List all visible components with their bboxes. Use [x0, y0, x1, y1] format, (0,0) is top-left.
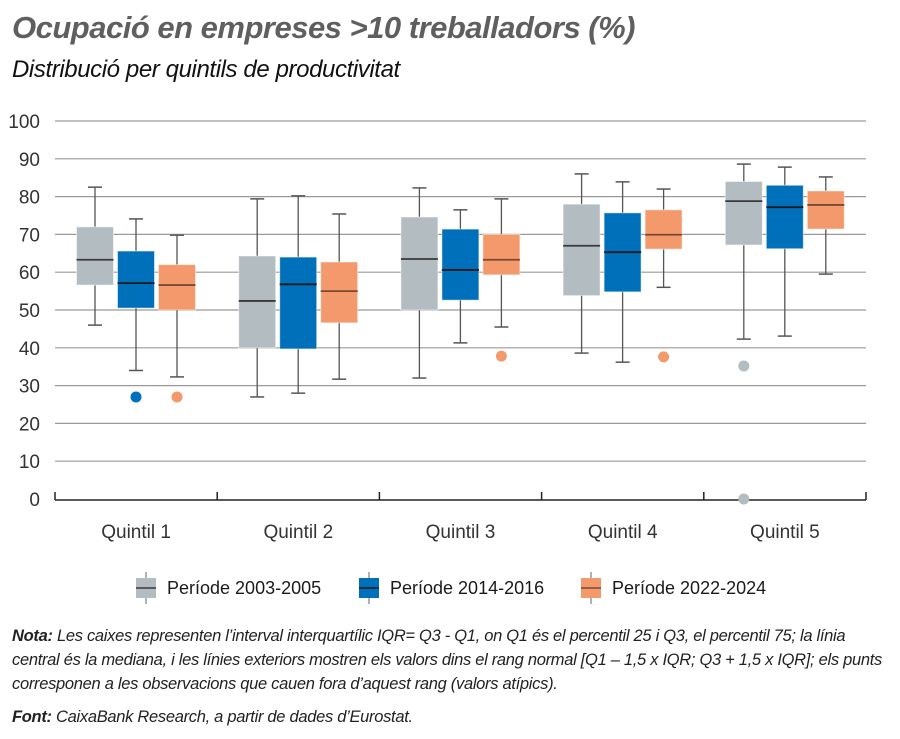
legend-item-2003-2005: Període 2003-2005: [135, 570, 321, 606]
box-3-quintil-1: [158, 234, 196, 403]
legend: Període 2003-2005 Període 2014-2016 Perí…: [0, 570, 900, 610]
footnote: Nota: Les caixes representen l’interval …: [12, 624, 892, 696]
x-tick-label: Quintil 2: [263, 522, 333, 543]
y-tick-label: 30: [19, 377, 40, 398]
box-3-quintil-4: [644, 188, 683, 363]
legend-label: Període 2003-2005: [167, 577, 322, 598]
box-3-quintil-3: [482, 198, 521, 362]
y-tick-label: 40: [19, 339, 40, 360]
source-label: Font:: [12, 708, 52, 726]
x-tick-label: Quintil 1: [101, 522, 171, 543]
iqr-box: [806, 190, 845, 230]
outlier-point: [738, 360, 750, 372]
chart-subtitle: Distribució per quintils de productivita…: [12, 56, 400, 83]
y-axis: 0 10 20 30 40 50 60 70 80 90 100: [8, 112, 40, 511]
outlier-point: [171, 391, 183, 403]
y-tick-label: 100: [8, 112, 40, 133]
source-text: CaixaBank Research, a partir de dades d’…: [51, 708, 413, 726]
x-tick-label: Quintil 5: [750, 522, 820, 543]
box-3-quintil-5: [806, 176, 845, 275]
legend-label: Període 2014-2016: [390, 577, 545, 598]
iqr-box: [724, 180, 763, 246]
box-series: [76, 163, 845, 505]
y-tick-label: 10: [19, 452, 40, 473]
iqr-box: [158, 264, 196, 311]
iqr-box: [482, 233, 521, 276]
y-tick-label: 0: [29, 490, 40, 511]
box-1-quintil-3: [400, 187, 439, 379]
y-tick-label: 20: [19, 414, 40, 435]
box-3-quintil-2: [320, 213, 359, 380]
outlier-point: [658, 351, 670, 363]
iqr-box: [117, 250, 155, 309]
legend-swatch-box-icon: [359, 572, 379, 604]
legend-label: Període 2022-2024: [612, 577, 767, 598]
box-2-quintil-3: [441, 209, 480, 344]
box-2-quintil-5: [765, 166, 804, 337]
iqr-box: [562, 203, 601, 297]
box-2-quintil-4: [603, 181, 642, 363]
outlier-point: [738, 493, 750, 505]
y-tick-label: 70: [19, 225, 40, 246]
box-2-quintil-2: [279, 195, 318, 394]
box-1-quintil-4: [562, 173, 601, 354]
iqr-box: [765, 184, 804, 250]
y-tick-label: 80: [19, 188, 40, 209]
x-tick-label: Quintil 3: [426, 522, 496, 543]
y-tick-label: 60: [19, 263, 40, 284]
outlier-point: [495, 350, 507, 362]
iqr-box: [76, 226, 114, 286]
outlier-point: [130, 391, 142, 403]
iqr-box: [238, 255, 277, 349]
note-label: Nota:: [12, 627, 53, 645]
source-line: Font: CaixaBank Research, a partir de da…: [12, 708, 413, 727]
box-1-quintil-1: [76, 186, 114, 326]
x-tick-label: Quintil 4: [588, 522, 658, 543]
iqr-box: [400, 216, 439, 311]
legend-item-2014-2016: Període 2014-2016: [358, 570, 544, 606]
box-1-quintil-2: [238, 198, 277, 398]
iqr-box: [441, 228, 480, 301]
iqr-box: [279, 256, 318, 350]
legend-swatch-box-icon: [581, 572, 601, 604]
y-tick-label: 50: [19, 301, 40, 322]
x-axis: Quintil 1 Quintil 2 Quintil 3 Quintil 4 Quin…: [54, 492, 867, 543]
y-tick-label: 90: [19, 150, 40, 171]
legend-swatch-box-icon: [136, 572, 156, 604]
legend-item-2022-2024: Període 2022-2024: [580, 570, 766, 606]
box-1-quintil-5: [724, 163, 763, 505]
box-2-quintil-1: [117, 218, 155, 403]
chart-title: Ocupació en empreses >10 treballadors (%…: [12, 10, 636, 45]
iqr-box: [644, 209, 683, 250]
note-text: Les caixes representen l’interval interq…: [12, 627, 882, 693]
iqr-box: [320, 261, 359, 324]
